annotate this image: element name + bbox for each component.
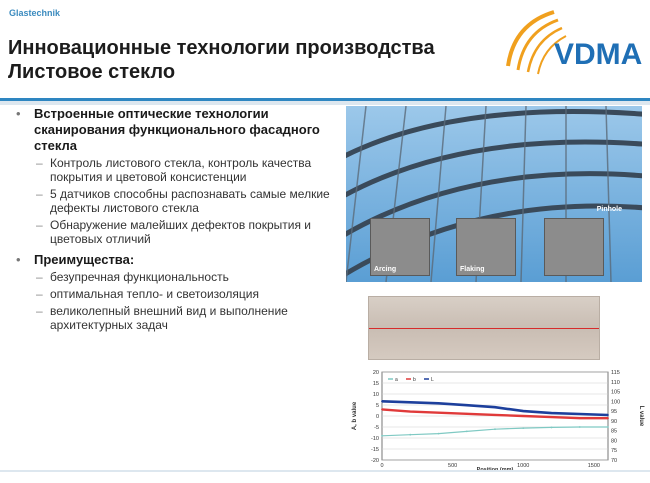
data-point-l — [607, 414, 609, 416]
data-point-a — [607, 426, 609, 428]
y-tick-label: 15 — [373, 381, 379, 387]
footer-rule — [0, 470, 650, 472]
y-tick-label: -5 — [374, 425, 379, 431]
data-point-b — [409, 410, 412, 413]
section-heading: Встроенные оптические технологии сканиро… — [34, 106, 320, 153]
data-point-b — [607, 417, 609, 420]
list-item: – оптимальная тепло- и светоизоляция — [36, 287, 259, 301]
y-tick-label: 20 — [373, 370, 379, 376]
legend-label: L — [431, 377, 434, 383]
y2-tick-label: 110 — [611, 380, 620, 386]
legend-label: b — [413, 377, 416, 383]
y-tick-label: 0 — [376, 414, 379, 420]
defect-thumb-pinhole — [544, 218, 604, 276]
color-measurement-chart: 20151050-5-10-15-20115110105100959085807… — [352, 370, 644, 472]
defect-thumb-flaking: Flaking — [456, 218, 516, 276]
data-point-b — [494, 414, 496, 416]
section-optical: • Встроенные оптические технологии скани… — [14, 106, 344, 246]
vdma-logo: VDMA — [506, 10, 642, 75]
data-point-l — [437, 402, 440, 405]
list-item: – великолепный внешний вид и выполнение а… — [36, 304, 288, 332]
data-point-a — [550, 426, 553, 429]
data-point-l — [494, 406, 496, 409]
y-tick-label: -10 — [371, 436, 379, 442]
glass-sample-strip — [368, 296, 600, 360]
section-heading: Преимущества: — [34, 252, 135, 267]
data-point-a — [578, 426, 581, 428]
bullet-marker: • — [16, 252, 21, 267]
scan-line — [369, 328, 599, 329]
y2-tick-label: 90 — [611, 419, 617, 425]
x-tick-label: 1000 — [517, 463, 529, 469]
data-point-a — [381, 434, 383, 437]
slide-title: Инновационные технологии производства Ли… — [8, 36, 435, 84]
data-point-b — [381, 408, 383, 411]
y2-tick-label: 80 — [611, 438, 617, 444]
y-tick-label: 10 — [373, 392, 379, 398]
list-item-text: безупречная функциональность — [50, 270, 229, 284]
y2-tick-label: 95 — [611, 409, 617, 415]
list-item: –5 датчиков способны распознавать самые … — [36, 187, 330, 215]
data-point-a — [409, 433, 412, 436]
data-point-l — [578, 413, 581, 415]
y2-tick-label: 75 — [611, 448, 617, 454]
title-line-1: Инновационные технологии производства — [8, 37, 435, 59]
header-rule — [0, 98, 650, 101]
list-item: – Обнаружение малейших дефектов покрытия … — [36, 218, 311, 246]
legend-label: a — [395, 377, 398, 383]
data-point-l — [381, 400, 383, 403]
data-point-a — [522, 427, 525, 429]
y2-tick-label: 85 — [611, 429, 617, 435]
y2-tick-label: 105 — [611, 390, 620, 396]
data-point-b — [522, 415, 525, 417]
list-item-text: великолепный внешний вид и выполнение ар… — [50, 304, 288, 332]
list-item-text: оптимальная тепло- и светоизоляция — [50, 287, 259, 301]
list-item: – Контроль листового стекла, контроль кач… — [36, 156, 312, 184]
header-rule-shadow — [0, 101, 650, 105]
pinhole-label: Pinhole — [596, 206, 622, 213]
data-point-b — [578, 417, 581, 420]
data-point-l — [550, 412, 553, 414]
x-axis-label: Position (mm) — [477, 467, 514, 472]
list-item-text: Контроль листового стекла, контроль каче… — [50, 156, 312, 184]
y2-tick-label: 115 — [611, 370, 620, 376]
data-point-l — [465, 404, 468, 407]
bullet-list: • Встроенные оптические технологии скани… — [14, 106, 344, 335]
bullet-marker: • — [16, 106, 21, 121]
logo-text: VDMA — [554, 38, 642, 71]
glass-roof-photo: Arcing Flaking Pinhole — [346, 106, 642, 282]
data-point-a — [437, 432, 440, 435]
data-point-l — [522, 410, 525, 413]
sub-list: – безупречная функциональность – оптимальн… — [34, 270, 344, 332]
list-item-text: 5 датчиков способны распознавать самые м… — [50, 187, 330, 215]
x-tick-label: 0 — [380, 463, 383, 469]
y-tick-label: -20 — [371, 458, 379, 464]
data-point-b — [550, 416, 553, 418]
y2-tick-label: 100 — [611, 399, 620, 405]
data-point-a — [465, 430, 468, 433]
data-point-a — [494, 428, 496, 431]
defect-thumb-arcing: Arcing — [370, 218, 430, 276]
y-tick-label: -15 — [371, 447, 379, 453]
y2-axis-label: L value — [638, 406, 644, 427]
y-axis-label: A, b value — [352, 401, 358, 430]
data-point-b — [465, 412, 468, 415]
y-tick-label: 5 — [376, 403, 379, 409]
x-tick-label: 500 — [448, 463, 457, 469]
section-advantages: • Преимущества: – безупречная функциональ… — [14, 252, 344, 332]
sub-list: – Контроль листового стекла, контроль кач… — [34, 156, 344, 246]
data-point-b — [437, 411, 440, 414]
x-tick-label: 1500 — [588, 463, 600, 469]
list-item: – безупречная функциональность — [36, 270, 229, 284]
data-point-l — [409, 401, 412, 404]
brand-label: Glastechnik — [9, 8, 61, 18]
y2-tick-label: 70 — [611, 458, 617, 464]
title-line-2: Листовое стекло — [8, 61, 176, 83]
list-item-text: Обнаружение малейших дефектов покрытия и… — [50, 218, 311, 246]
